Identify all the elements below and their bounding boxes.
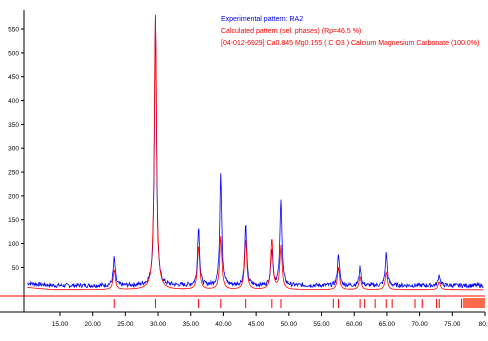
calculated-series <box>27 14 484 291</box>
x-tick-label: 20.00 <box>85 321 102 328</box>
x-tick-label: 60.00 <box>346 321 363 328</box>
y-tick-label: 150 <box>8 217 19 224</box>
x-tick-label: 50.00 <box>281 321 298 328</box>
y-tick-label: 300 <box>8 146 19 153</box>
y-tick-label: 500 <box>8 50 19 57</box>
y-tick-label: 100 <box>8 241 19 248</box>
x-tick-label: 70.00 <box>411 321 428 328</box>
x-tick-label: 40.00 <box>215 321 232 328</box>
y-tick-label: 50 <box>12 265 20 272</box>
y-tick-label: 250 <box>8 170 19 177</box>
calculated-line <box>27 14 484 291</box>
x-axis-ticks: 15.00 20.00 25.00 30.00 35.00 40.00 45.00 50.00… <box>52 312 488 328</box>
y-tick-label: 350 <box>8 122 19 129</box>
x-tick-label: 75.00 <box>444 321 461 328</box>
x-tick-label: 25.00 <box>117 321 134 328</box>
x-tick-label: 35.00 <box>183 321 200 328</box>
x-tick-label: 55.00 <box>313 321 330 328</box>
x-tick-label: 15.00 <box>52 321 69 328</box>
experimental-line <box>27 15 484 290</box>
x-tick-label: 65.00 <box>379 321 396 328</box>
experimental-series <box>27 15 484 290</box>
y-tick-label: 450 <box>8 74 19 81</box>
y-tick-label: 400 <box>8 98 19 105</box>
axes <box>0 10 485 313</box>
y-tick-label: 550 <box>8 27 19 34</box>
y-axis-ticks: 50 100 150 200 250 300 350 400 450 500 550 <box>8 27 24 272</box>
legend-reference-phase: [04-012-6929] Ca0.845 Mg0.155 ( C O3 ) C… <box>221 40 479 47</box>
x-tick-label: 45.00 <box>248 321 265 328</box>
legend-calculated: Calculated pattern (sel. phases) (Rp=46.… <box>221 28 361 35</box>
x-tick-label: 80.0 <box>479 321 488 328</box>
chart-legend: Experimental pattern: RA2 Calculated pat… <box>221 16 479 47</box>
y-tick-label: 200 <box>8 193 19 200</box>
phase-markers <box>113 298 485 308</box>
legend-experimental: Experimental pattern: RA2 <box>221 16 303 23</box>
reference-marker-block <box>462 298 485 308</box>
x-tick-label: 30.00 <box>150 321 167 328</box>
